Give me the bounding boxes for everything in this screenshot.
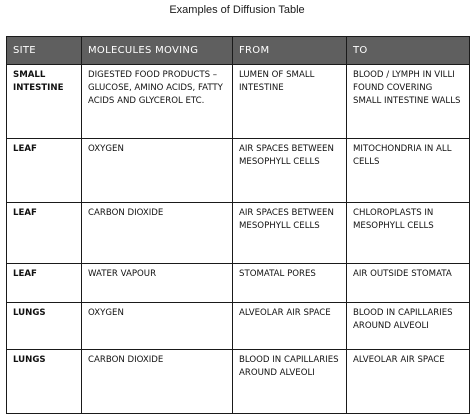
molecules-cell: CARBON DIOXIDE — [81, 349, 233, 414]
from-cell: LUMEN OF SMALL INTESTINE — [232, 64, 347, 139]
molecules-cell: WATER VAPOUR — [81, 263, 233, 303]
table-title: Examples of Diffusion Table — [169, 4, 305, 16]
to-cell: ALVEOLAR AIR SPACE — [346, 349, 470, 414]
site-cell: LUNGS — [6, 302, 82, 350]
column-header-site: SITE — [6, 36, 82, 65]
site-cell: LUNGS — [6, 349, 82, 414]
molecules-cell: DIGESTED FOOD PRODUCTS – GLUCOSE, AMINO … — [81, 64, 233, 139]
from-cell: AIR SPACES BETWEEN MESOPHYLL CELLS — [232, 202, 347, 264]
molecules-cell: OXYGEN — [81, 138, 233, 203]
to-cell: AIR OUTSIDE STOMATA — [346, 263, 470, 303]
from-cell: BLOOD IN CAPILLARIES AROUND ALVEOLI — [232, 349, 347, 414]
table-row: LUNGS CARBON DIOXIDE BLOOD IN CAPILLARIE… — [6, 349, 470, 414]
table-row: SMALL INTESTINE DIGESTED FOOD PRODUCTS –… — [6, 64, 470, 139]
diffusion-table: SITE MOLECULES MOVING FROM TO SMALL INTE… — [6, 36, 470, 414]
from-cell: STOMATAL PORES — [232, 263, 347, 303]
header-row: SITE MOLECULES MOVING FROM TO — [6, 36, 470, 65]
table-row: LEAF OXYGEN AIR SPACES BETWEEN MESOPHYLL… — [6, 138, 470, 203]
table-row: LEAF CARBON DIOXIDE AIR SPACES BETWEEN M… — [6, 202, 470, 264]
from-cell: AIR SPACES BETWEEN MESOPHYLL CELLS — [232, 138, 347, 203]
column-header-from: FROM — [232, 36, 347, 65]
column-header-molecules-moving: MOLECULES MOVING — [81, 36, 233, 65]
to-cell: BLOOD / LYMPH IN VILLI FOUND COVERING SM… — [346, 64, 470, 139]
column-header-to: TO — [346, 36, 470, 65]
molecules-cell: CARBON DIOXIDE — [81, 202, 233, 264]
site-cell: LEAF — [6, 263, 82, 303]
site-cell: LEAF — [6, 202, 82, 264]
to-cell: BLOOD IN CAPILLARIES AROUND ALVEOLI — [346, 302, 470, 350]
to-cell: CHLOROPLASTS IN MESOPHYLL CELLS — [346, 202, 470, 264]
site-cell: SMALL INTESTINE — [6, 64, 82, 139]
site-cell: LEAF — [6, 138, 82, 203]
from-cell: ALVEOLAR AIR SPACE — [232, 302, 347, 350]
table-row: LUNGS OXYGEN ALVEOLAR AIR SPACE BLOOD IN… — [6, 302, 470, 350]
molecules-cell: OXYGEN — [81, 302, 233, 350]
table-row: LEAF WATER VAPOUR STOMATAL PORES AIR OUT… — [6, 263, 470, 303]
to-cell: MITOCHONDRIA IN ALL CELLS — [346, 138, 470, 203]
